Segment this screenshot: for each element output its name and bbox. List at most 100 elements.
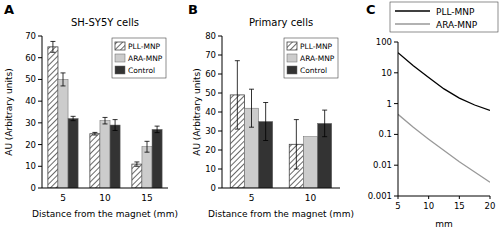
y-tick xyxy=(38,188,42,189)
bars xyxy=(230,61,331,188)
error-cap xyxy=(249,89,254,90)
error-cap xyxy=(155,132,160,133)
y-tick xyxy=(394,165,398,166)
legend: PLL-MNPARA-MNP xyxy=(390,2,498,32)
error-cap xyxy=(294,169,299,170)
y-tick xyxy=(38,166,42,167)
y-tick xyxy=(38,79,42,80)
x-tick-label: 5 xyxy=(249,193,255,203)
y-tick-label: 70 xyxy=(25,31,36,41)
error-cap xyxy=(113,130,118,131)
x-axis xyxy=(398,196,490,197)
x-tick xyxy=(490,196,491,199)
y-tick xyxy=(218,55,222,56)
x-tick-label: 20 xyxy=(485,201,496,211)
error-stem xyxy=(237,61,238,129)
error-cap xyxy=(294,119,299,120)
y-tick-label: 10 xyxy=(25,161,36,171)
chart-title: SH-SY5Y cells xyxy=(71,17,139,28)
chart-title: Primary cells xyxy=(249,17,313,28)
error-bar xyxy=(322,110,327,137)
x-tick-label: 10 xyxy=(423,201,434,211)
y-tick-label: 0.001 xyxy=(368,191,392,201)
error-cap xyxy=(71,116,76,117)
legend-label: PLL-MNP xyxy=(300,42,333,51)
error-cap xyxy=(92,135,97,136)
error-bar xyxy=(249,89,254,127)
x-tick-label: 5 xyxy=(395,201,400,211)
y-tick xyxy=(218,150,222,151)
y-tick-label: 70 xyxy=(205,50,216,60)
y-tick xyxy=(394,196,398,197)
bar xyxy=(110,125,120,188)
x-tick-label: 15 xyxy=(141,193,152,203)
x-axis-label: Distance from the magnet (mm) xyxy=(208,209,354,219)
error-bar xyxy=(113,120,118,131)
x-tick-label: 10 xyxy=(305,193,317,203)
y-tick-label: 10 xyxy=(205,164,216,174)
panel-2: Cmm0.0010.010.11101005101520PLL-MNPARA-M… xyxy=(366,2,498,229)
error-cap xyxy=(145,141,150,142)
legend: PLL-MNPARA-MNPControl xyxy=(284,38,338,78)
y-tick xyxy=(394,134,398,135)
y-tick-label: 0 xyxy=(211,183,216,193)
y-tick-label: 60 xyxy=(25,53,36,63)
page: {"chart_data": [ {"type": "bar", "annota… xyxy=(0,0,500,240)
legend-swatch xyxy=(287,54,297,62)
legend-box xyxy=(284,38,338,78)
y-tick-label: 40 xyxy=(25,96,36,106)
y-tick-label: 60 xyxy=(205,69,216,79)
panel-label: C xyxy=(366,2,376,17)
bar xyxy=(58,79,68,188)
legend-label: Control xyxy=(128,66,155,75)
legend-label: ARA-MNP xyxy=(300,54,335,63)
x-axis xyxy=(42,188,168,189)
legend-label: PLL-MNP xyxy=(436,7,475,17)
error-cap xyxy=(103,123,108,124)
error-cap xyxy=(322,110,327,111)
y-tick xyxy=(38,36,42,37)
legend: PLL-MNPARA-MNPControl xyxy=(112,38,166,78)
y-tick xyxy=(218,131,222,132)
error-cap xyxy=(113,119,118,120)
x-axis-label: Distance from the magnet (mm) xyxy=(32,209,178,219)
line xyxy=(398,53,490,111)
legend-swatch xyxy=(115,66,125,74)
legend-label: PLL-MNP xyxy=(128,42,161,51)
error-cap xyxy=(50,52,55,53)
legend-swatch xyxy=(115,42,125,50)
y-tick xyxy=(38,122,42,123)
bar xyxy=(152,129,162,188)
x-tick xyxy=(398,196,399,199)
y-tick-label: 20 xyxy=(25,140,36,150)
error-bar xyxy=(263,103,268,141)
panel-label: A xyxy=(4,2,14,17)
legend-swatch xyxy=(287,42,297,50)
figure: A SH-SY5Y cells AU (Arbitrary units) Distan… xyxy=(0,0,500,240)
x-axis xyxy=(222,188,340,189)
y-tick-label: 0.01 xyxy=(373,160,392,170)
y-tick-label: 50 xyxy=(25,74,36,84)
error-bar xyxy=(235,61,240,129)
error-stem xyxy=(105,117,106,124)
error-stem xyxy=(265,103,266,141)
error-cap xyxy=(235,129,240,130)
y-tick xyxy=(38,144,42,145)
error-cap xyxy=(263,102,268,103)
error-cap xyxy=(235,60,240,61)
y-tick-label: 0.1 xyxy=(378,129,392,139)
y-axis xyxy=(398,42,399,196)
error-cap xyxy=(249,127,254,128)
error-cap xyxy=(322,136,327,137)
bar xyxy=(90,134,100,188)
legend-swatch xyxy=(287,66,297,74)
legend-swatch xyxy=(395,23,430,24)
y-tick xyxy=(218,169,222,170)
y-tick-label: 30 xyxy=(205,126,216,136)
y-tick-label: 40 xyxy=(205,107,216,117)
lines xyxy=(398,53,490,183)
y-axis-label: AU (Arbitrary units) xyxy=(4,68,14,155)
error-bar xyxy=(71,116,76,120)
error-cap xyxy=(145,152,150,153)
error-stem xyxy=(296,120,297,169)
